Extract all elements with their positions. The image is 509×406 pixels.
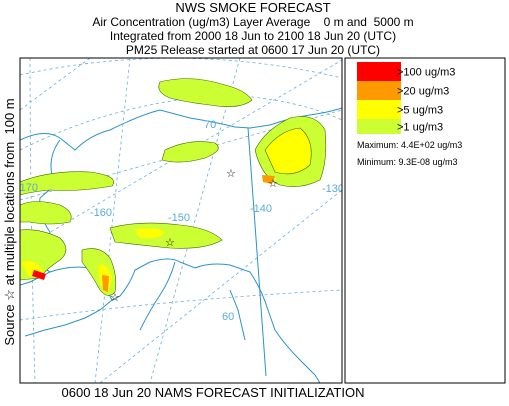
legend-swatch — [357, 100, 401, 119]
header-line: Air Concentration (ug/m3) Layer Average … — [92, 15, 413, 29]
source-star: ☆ — [226, 168, 236, 180]
legend: Maximum: 4.4E+02 ug/m3 Minimum: 9.3E-08 … — [344, 57, 506, 384]
header-line: Integrated from 2000 18 Jun to 2100 18 J… — [110, 29, 396, 43]
legend-label: >20 ug/m3 — [397, 86, 449, 98]
source-star: ☆ — [165, 237, 175, 249]
legend-label: >5 ug/m3 — [397, 105, 443, 117]
map-frame — [19, 57, 343, 384]
legend-swatch — [357, 119, 401, 134]
latitude-label: 70 — [204, 119, 216, 131]
smoke-plumes — [20, 78, 327, 296]
source-star: ☆ — [268, 178, 278, 190]
legend-swatch — [357, 81, 401, 100]
legend-label: >1 ug/m3 — [397, 122, 443, 134]
longitude-label: -140 — [250, 203, 272, 215]
legend-swatch — [357, 62, 401, 81]
legend-frame — [344, 57, 506, 384]
source-star: ☆ — [110, 292, 120, 304]
legend-label: >100 ug/m3 — [397, 67, 455, 79]
legend-maximum: Maximum: 4.4E+02 ug/m3 — [357, 140, 462, 150]
longitude-label: -150 — [168, 212, 190, 224]
source-label: Source ☆ at multiple locations from 100 … — [2, 98, 17, 345]
latitude-label: 60 — [222, 311, 234, 323]
longitude-label: -130 — [322, 183, 344, 195]
longitude-label: -160 — [90, 207, 112, 219]
footer: 0600 18 Jun 20 NAMS FORECAST INITIALIZAT… — [62, 385, 365, 400]
legend-minimum: Minimum: 9.3E-08 ug/m3 — [357, 157, 458, 167]
title: NWS SMOKE FORECAST — [175, 0, 330, 15]
map-panel: ☆ ☆ ☆ ☆ -170 -160 -150 -140 -130 70 60 — [16, 57, 344, 384]
longitude-label: -170 — [16, 182, 38, 194]
header-line: PM25 Release started at 0600 17 Jun 20 (… — [126, 43, 380, 57]
